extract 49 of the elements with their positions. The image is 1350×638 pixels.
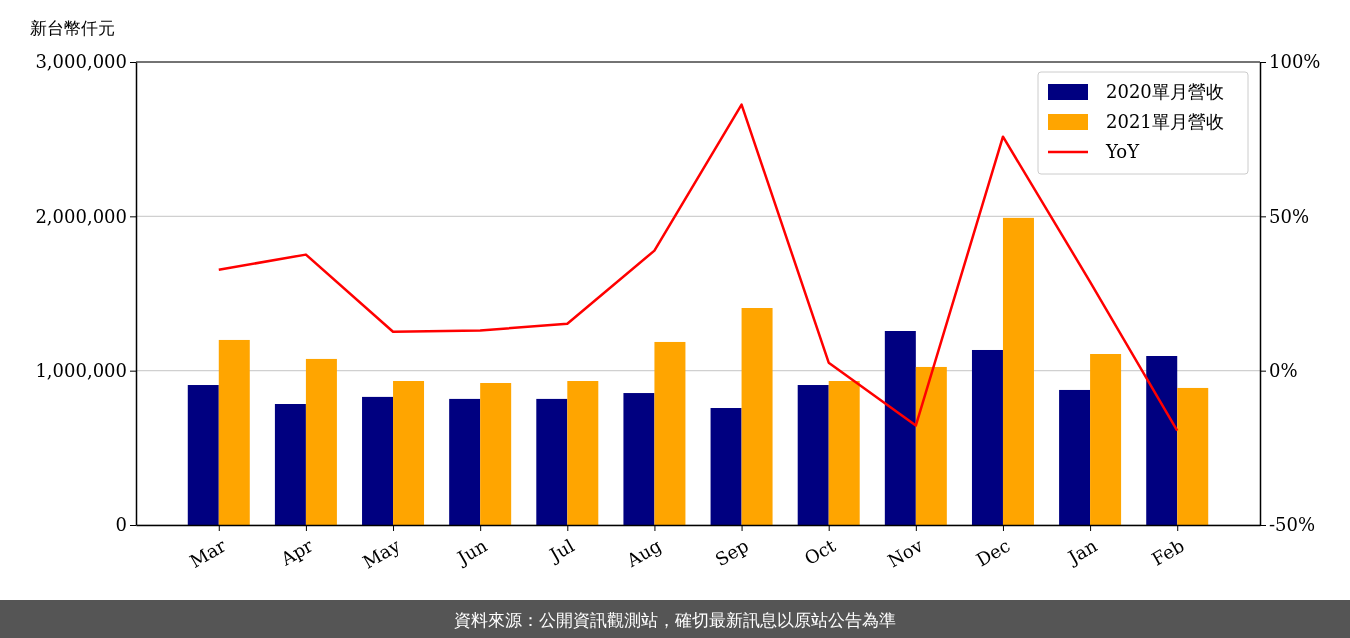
- bar: [393, 381, 425, 525]
- bar: [480, 383, 512, 525]
- bar: [536, 398, 568, 525]
- x-tick-label: Jun: [452, 534, 491, 570]
- legend-label: 2020單月營收: [1106, 81, 1224, 102]
- x-tick-label: Aug: [622, 534, 665, 572]
- bar: [1059, 389, 1091, 525]
- x-tick-label: Jul: [544, 534, 578, 567]
- y2-tick-label: 100%: [1269, 51, 1321, 73]
- bar: [797, 385, 829, 525]
- x-tick-label: Nov: [883, 534, 927, 572]
- bar: [971, 349, 1003, 525]
- x-tick-label: Dec: [972, 534, 1014, 571]
- bar: [654, 341, 686, 525]
- bar: [187, 385, 219, 525]
- bar: [274, 404, 306, 525]
- x-tick-label: May: [358, 534, 405, 573]
- y-tick-label: 2,000,000: [35, 205, 127, 227]
- y2-tick-label: -50%: [1269, 514, 1316, 536]
- y-axis-title: 新台幣仟元: [30, 18, 115, 38]
- source-note: 資料來源：公開資訊觀測站，確切最新訊息以原站公告為準: [454, 610, 896, 630]
- x-tick-label: Sep: [711, 534, 752, 571]
- bar: [828, 381, 860, 525]
- bar: [710, 408, 742, 525]
- x-tick-label: Jan: [1062, 534, 1101, 569]
- y2-tick-label: 50%: [1269, 205, 1310, 227]
- bar: [567, 381, 599, 525]
- bar: [1002, 217, 1034, 525]
- bar: [449, 398, 481, 525]
- x-tick-label: Mar: [185, 534, 230, 572]
- x-tick-label: Feb: [1147, 534, 1188, 570]
- x-tick-label: Apr: [276, 534, 317, 571]
- bar: [741, 308, 773, 525]
- bar: [1146, 356, 1178, 525]
- bar: [362, 396, 394, 525]
- bar: [1090, 354, 1122, 525]
- x-tick-label: Oct: [800, 534, 840, 570]
- legend-label: 2021單月營收: [1106, 111, 1224, 132]
- bar: [915, 366, 947, 525]
- y2-tick-label: 0%: [1269, 359, 1298, 381]
- y-tick-label: 1,000,000: [35, 359, 127, 381]
- y-tick-label: 0: [115, 514, 127, 536]
- legend-label: YoY: [1105, 141, 1141, 162]
- bar: [623, 393, 655, 525]
- bar: [884, 331, 916, 525]
- bar: [218, 339, 250, 525]
- bar: [1177, 387, 1209, 525]
- y-tick-label: 3,000,000: [35, 51, 127, 73]
- bar: [305, 358, 337, 525]
